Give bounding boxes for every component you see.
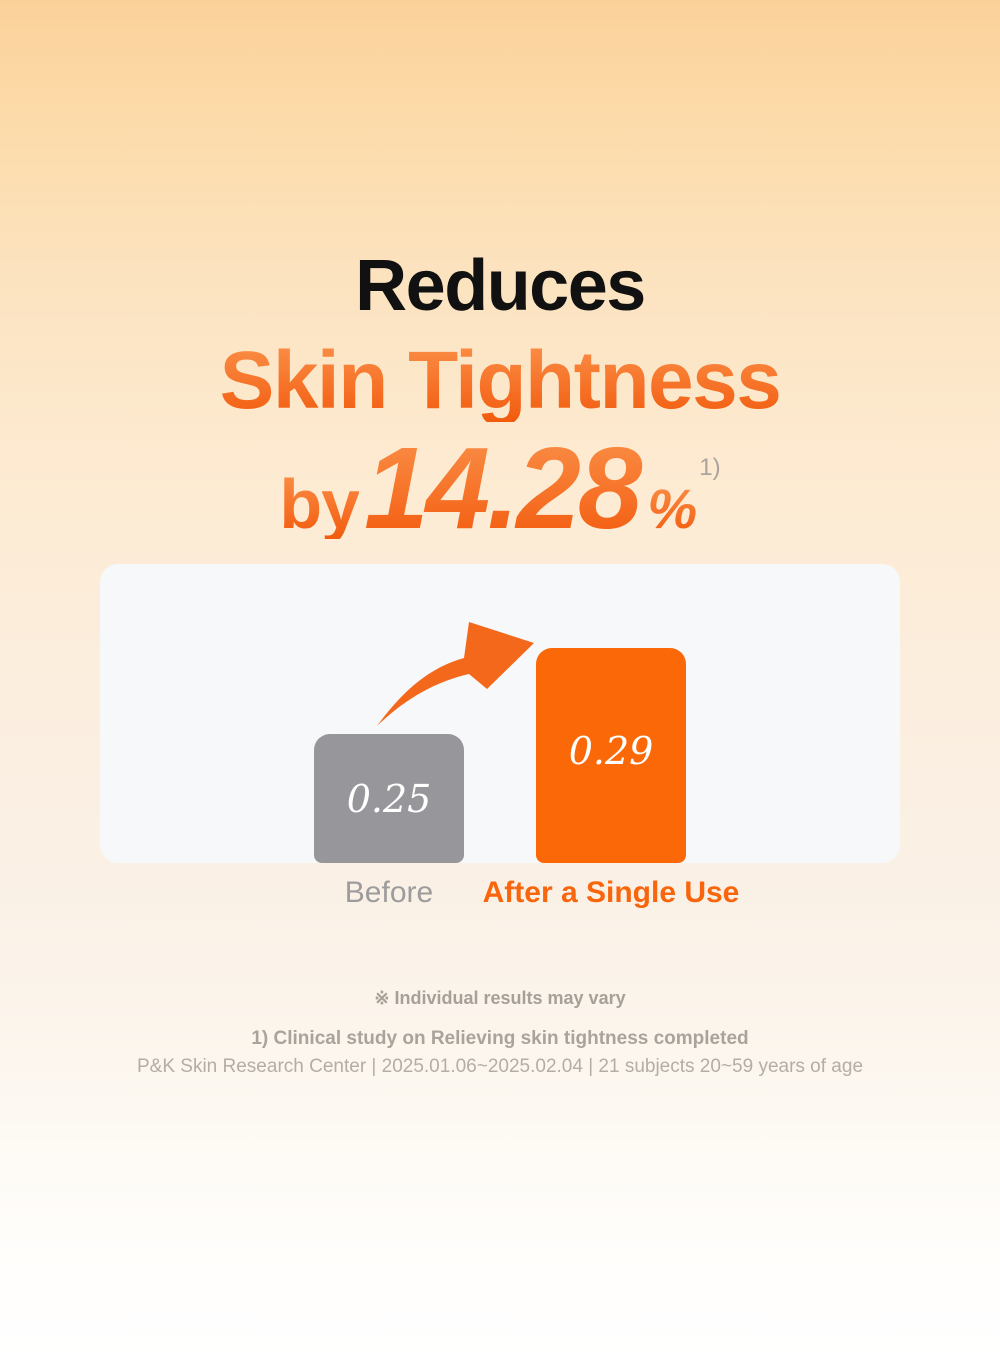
bar-before: 0.25 xyxy=(314,734,464,863)
headline-reduces: Reduces xyxy=(355,246,646,326)
category-label-before: Before xyxy=(344,876,434,909)
bar-before-value: 0.25 xyxy=(346,777,432,821)
bar-after: 0.29 xyxy=(536,648,686,863)
bar-after-value: 0.29 xyxy=(568,729,654,773)
headline-percentage-line: by 14.28 % 1) xyxy=(0,430,1000,546)
footnote-study: 1) Clinical study on Relieving skin tigh… xyxy=(251,1028,749,1049)
footnote-reference-marker: 1) xyxy=(699,454,721,481)
percent-sign: % xyxy=(647,477,698,540)
footnote-disclaimer: ※ Individual results may vary xyxy=(374,988,626,1008)
chart-card: 0.25 0.29 xyxy=(100,564,900,863)
headline-by-prefix: by xyxy=(279,465,360,543)
footnote-study-details: P&K Skin Research Center | 2025.01.06~20… xyxy=(136,1056,864,1077)
category-label-after: After a Single Use xyxy=(482,876,740,909)
headline-percent-value: 14.28 xyxy=(364,430,647,546)
headline-skin-tightness: Skin Tightness xyxy=(0,340,1000,422)
increase-arrow-icon xyxy=(377,622,534,726)
